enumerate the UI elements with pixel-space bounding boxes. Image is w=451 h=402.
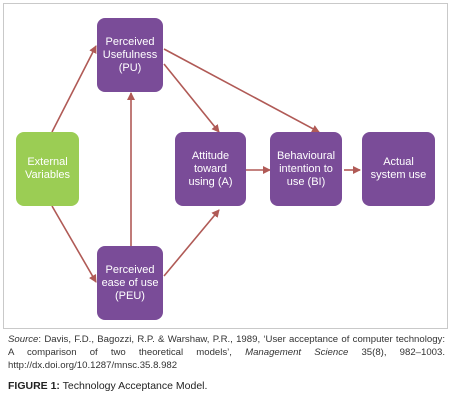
arrow-pu-to-attitude [163, 63, 220, 133]
source-text-1: : Davis, F.D., Bagozzi, R.P. & Warshaw, … [8, 334, 445, 358]
arrow-pu-to-intention [163, 48, 320, 133]
node-attitude-toward-using: Attitude toward using (A) [175, 132, 246, 206]
source-label: Source [8, 334, 39, 345]
node-behavioural-intention: Behavioural intention to use (BI) [270, 132, 342, 206]
node-external-variables: External Variables [16, 132, 79, 206]
source-note: Source: Davis, F.D., Bagozzi, R.P. & War… [8, 333, 445, 372]
node-perceived-ease-of-use: Perceived ease of use (PEU) [97, 246, 163, 320]
caption-label: FIGURE 1: [8, 380, 60, 392]
figure-frame: External Variables Perceived Usefulness … [3, 3, 448, 329]
arrow-external-to-pu [51, 45, 97, 133]
caption-text: Technology Acceptance Model. [59, 380, 208, 392]
source-text-2: 35(8), 982–1003. http://dx.doi.org/10.12… [8, 347, 445, 371]
node-actual-system-use: Actual system use [362, 132, 435, 206]
source-journal: Management Science [245, 347, 349, 358]
node-perceived-usefulness: Perceived Usefulness (PU) [97, 18, 163, 92]
figure-caption: FIGURE 1: Technology Acceptance Model. [8, 380, 207, 392]
arrow-peu-to-attitude [163, 209, 220, 277]
diagram-arrows [51, 45, 361, 283]
arrow-external-to-peu [51, 205, 97, 283]
